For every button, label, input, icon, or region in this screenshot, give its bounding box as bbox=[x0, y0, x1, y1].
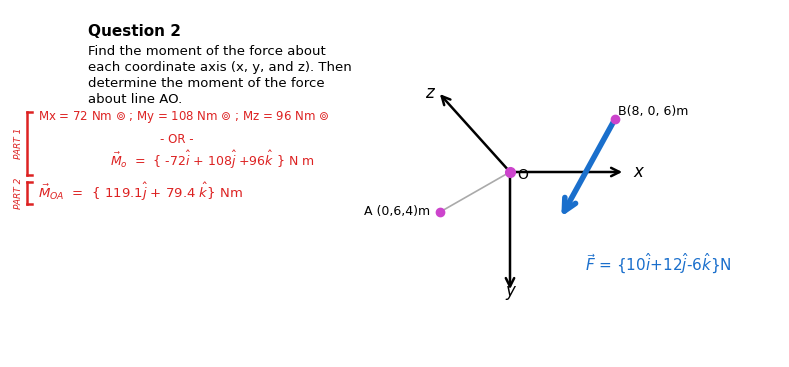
Text: O: O bbox=[517, 168, 528, 182]
Text: PART 1: PART 1 bbox=[14, 128, 24, 159]
Text: $\vec{F}$ = {10$\hat{i}$+12$\hat{j}$-6$\hat{k}$}N: $\vec{F}$ = {10$\hat{i}$+12$\hat{j}$-6$\… bbox=[585, 252, 731, 276]
Text: Question 2: Question 2 bbox=[88, 24, 181, 39]
Text: Mx = 72 Nm $\circledcirc$ ; My = 108 Nm $\circledcirc$ ; Mz = 96 Nm $\circledcir: Mx = 72 Nm $\circledcirc$ ; My = 108 Nm … bbox=[38, 109, 329, 125]
Text: determine the moment of the force: determine the moment of the force bbox=[88, 77, 324, 90]
Text: y: y bbox=[505, 282, 515, 300]
Text: z: z bbox=[425, 84, 434, 102]
Text: about line AO.: about line AO. bbox=[88, 93, 182, 106]
Text: PART 2: PART 2 bbox=[14, 177, 24, 209]
Text: Find the moment of the force about: Find the moment of the force about bbox=[88, 45, 326, 58]
Text: B(8, 0, 6)m: B(8, 0, 6)m bbox=[618, 105, 688, 118]
Text: each coordinate axis (x, y, and z). Then: each coordinate axis (x, y, and z). Then bbox=[88, 61, 352, 74]
Text: x: x bbox=[633, 163, 643, 181]
Text: A (0,6,4)m: A (0,6,4)m bbox=[364, 206, 430, 218]
Text: - OR -: - OR - bbox=[160, 133, 193, 146]
Text: $\vec{M}_o$  =  { -72$\hat{i}$ + 108$\hat{j}$ +96$\hat{k}$ } N m: $\vec{M}_o$ = { -72$\hat{i}$ + 108$\hat{… bbox=[110, 149, 315, 171]
Text: $\vec{M}_{OA}$  =  { 119.1$\hat{j}$ + 79.4 $\hat{k}$} Nm: $\vec{M}_{OA}$ = { 119.1$\hat{j}$ + 79.4… bbox=[38, 181, 243, 203]
